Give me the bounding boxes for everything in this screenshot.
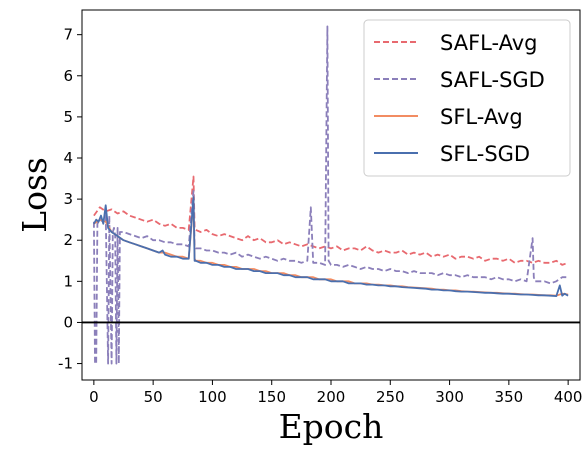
x-tick-label: 300 [435,388,464,406]
series-line-sfl-sgd [93,196,569,298]
plot-frame [81,9,581,381]
x-axis-title: Epoch [279,407,384,446]
y-axis-title: Loss [15,157,54,233]
legend-label: SFL-Avg [440,105,523,129]
series-layer [93,25,569,365]
y-tick-label: 4 [63,149,73,167]
x-tick-label: 0 [89,388,99,406]
y-tick-label: 1 [63,272,73,290]
legend: SAFL-Avg SAFL-SGD SFL-Avg SFL-SGD [363,19,571,177]
y-tick-label: 6 [63,67,73,85]
tick-layer: 0 50 100 150 200 250 300 350 400 -1 0 1 2 3 4 5 6 7 [58,26,582,406]
y-tick-label: 0 [63,313,73,331]
x-tick-label: 150 [257,388,286,406]
series-line-safl-sgd [93,25,569,365]
series-line-safl-avg [93,175,569,266]
x-tick-label: 50 [144,388,163,406]
x-tick-label: 400 [554,388,583,406]
legend-label: SFL-SGD [440,142,530,166]
legend-label: SAFL-Avg [440,31,538,55]
x-tick-label: 250 [376,388,405,406]
y-tick-label: 3 [63,190,73,208]
y-tick-label: 7 [63,26,73,44]
x-tick-label: 100 [198,388,227,406]
legend-label: SAFL-SGD [440,68,545,92]
y-tick-label: 5 [63,108,73,126]
y-tick-label: 2 [63,231,73,249]
y-tick-label: -1 [58,355,73,373]
x-tick-label: 200 [317,388,346,406]
x-tick-label: 350 [495,388,524,406]
legend-box [363,19,571,177]
